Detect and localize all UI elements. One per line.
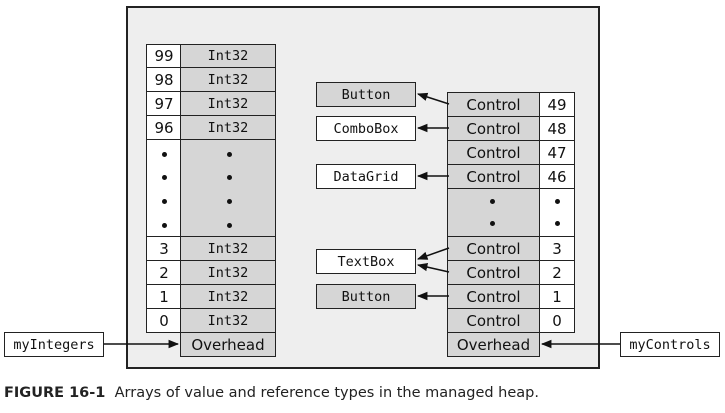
control-cell-49: Control: [447, 92, 540, 117]
ellipsis-dot: [227, 199, 232, 204]
object-button-top: Button: [316, 82, 416, 107]
ellipsis-dot: [555, 221, 560, 226]
int-cell-ellipsis: [180, 139, 276, 237]
arrow-control2-textbox: [416, 262, 450, 273]
int-cell-96: Int32: [180, 115, 276, 140]
ellipsis-dot: [227, 175, 232, 180]
arrow-control49-button: [417, 92, 450, 105]
figure-text: Arrays of value and reference types in t…: [114, 385, 539, 401]
figure-number: FIGURE 16-1: [4, 385, 106, 401]
control-index-0: 0: [539, 308, 575, 333]
ellipsis-dot: [162, 199, 167, 204]
control-cell-2: Control: [447, 260, 540, 285]
ellipsis-dot: [162, 152, 167, 157]
variable-mycontrols: myControls: [620, 332, 720, 357]
int-index-99: 99: [146, 44, 182, 68]
int-index-3: 3: [146, 236, 182, 261]
control-index-49: 49: [539, 92, 575, 117]
object-button-bottom: Button: [316, 284, 416, 309]
control-cell-46: Control: [447, 164, 540, 189]
ellipsis-dot: [227, 152, 232, 157]
ellipsis-dot: [162, 175, 167, 180]
int-index-0: 0: [146, 308, 182, 333]
ellipsis-dot: [227, 223, 232, 228]
ellipsis-dot: [490, 199, 495, 204]
object-textbox: TextBox: [316, 249, 416, 274]
control-index-48: 48: [539, 116, 575, 141]
object-datagrid: DataGrid: [316, 164, 416, 189]
int-cell-97: Int32: [180, 91, 276, 116]
control-cell-ellipsis: [447, 188, 540, 237]
control-cell-0: Control: [447, 308, 540, 333]
figure-caption: FIGURE 16-1 Arrays of value and referenc…: [4, 385, 539, 401]
control-overhead: Overhead: [447, 332, 540, 357]
variable-myintegers: myIntegers: [4, 332, 104, 357]
control-cell-47: Control: [447, 140, 540, 165]
int-index-97: 97: [146, 91, 182, 116]
ellipsis-dot: [162, 223, 167, 228]
int-cell-99: Int32: [180, 44, 276, 68]
int-index-96: 96: [146, 115, 182, 140]
ellipsis-dot: [490, 221, 495, 226]
control-cell-48: Control: [447, 116, 540, 141]
int-overhead: Overhead: [180, 332, 276, 357]
object-combobox: ComboBox: [316, 116, 416, 141]
arrow-control3-textbox: [417, 247, 450, 260]
ellipsis-dot: [555, 199, 560, 204]
